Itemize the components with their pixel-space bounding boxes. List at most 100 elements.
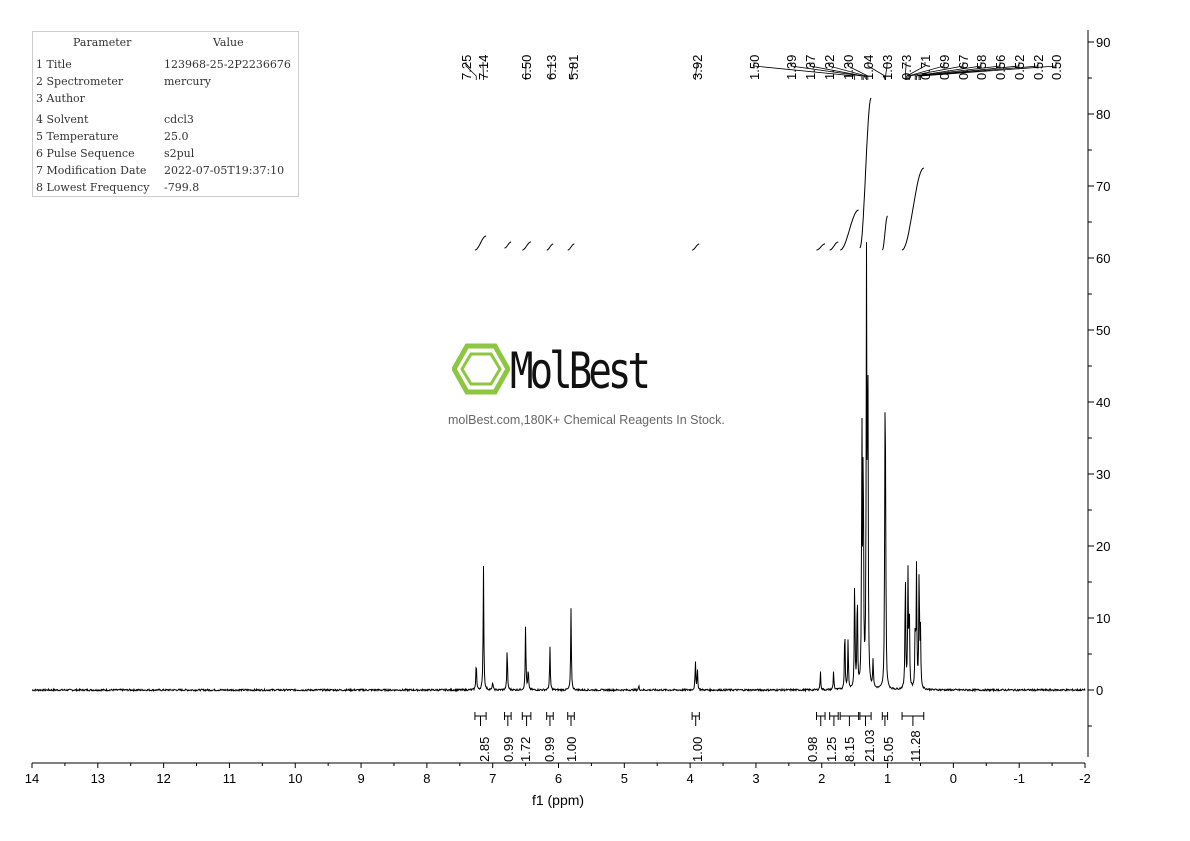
x-tick-label: 10	[288, 771, 302, 786]
y-tick-label: 80	[1096, 107, 1110, 122]
integral-curve	[474, 235, 487, 251]
peak-label-leader	[465, 62, 477, 80]
y-tick-label: 20	[1096, 539, 1110, 554]
y-tick-label: 30	[1096, 467, 1110, 482]
parameter-value: 25.0	[164, 130, 189, 143]
integral-curve	[522, 241, 531, 251]
integral-curve	[882, 215, 888, 251]
peak-label: 7.14	[476, 55, 491, 80]
parameter-label: 3 Author	[36, 92, 85, 105]
peak-label-leader	[753, 62, 856, 80]
parameter-value: cdcl3	[164, 113, 194, 126]
peak-label: 6.50	[519, 55, 534, 80]
integral-value: 0.98	[805, 737, 820, 762]
x-tick-label: 13	[91, 771, 105, 786]
peak-label-leader	[914, 62, 982, 80]
value-header: Value	[213, 36, 244, 49]
parameter-value: 123968-25-2P2236676	[164, 58, 291, 71]
peak-label-leader	[920, 62, 1057, 80]
parameter-label: 6 Pulse Sequence	[36, 147, 135, 160]
integral-value: 21.03	[862, 729, 877, 762]
integral-value: 1.72	[518, 737, 533, 762]
integral-curve	[859, 97, 872, 249]
x-tick-label: 9	[357, 771, 364, 786]
integral-value: 1.00	[564, 737, 579, 762]
x-tick-label: 14	[25, 771, 39, 786]
parameter-value: -799.8	[164, 181, 200, 194]
integral-curve	[504, 241, 512, 249]
peak-label: 1.39	[784, 55, 799, 80]
peak-label-leader	[904, 62, 907, 80]
x-tick-label: 3	[752, 771, 759, 786]
parameter-label: 8 Lowest Frequency	[36, 181, 150, 194]
parameter-label: 2 Spectrometer	[36, 75, 124, 88]
peak-label-leader	[918, 62, 1039, 80]
y-tick-label: 50	[1096, 323, 1110, 338]
y-tick-label: 0	[1096, 683, 1103, 698]
integral-value: 0.99	[542, 737, 557, 762]
y-tick-label: 60	[1096, 251, 1110, 266]
integral-curve	[816, 243, 825, 251]
x-tick-label: -2	[1079, 771, 1091, 786]
watermark-tagline: molBest.com,180K+ Chemical Reagents In S…	[448, 413, 725, 427]
peak-label: 1.50	[747, 55, 762, 80]
peak-label-leader	[828, 62, 867, 80]
peak-labels: 7.25 7.14 6.50 6.13 5.81 3.92 1.50 1.39 1.37 1.32…	[459, 55, 1064, 80]
peak-label: 1.30	[841, 55, 856, 80]
peak-label: 0.50	[1049, 55, 1064, 80]
integral-curve	[901, 167, 925, 251]
parameter-header: Parameter	[73, 36, 132, 49]
integral-curve	[546, 243, 554, 251]
y-tick-label: 70	[1096, 179, 1110, 194]
watermark-brand: MolBest	[510, 342, 651, 400]
x-tick-label: 6	[555, 771, 562, 786]
x-tick-label: 1	[884, 771, 891, 786]
x-axis-label: f1 (ppm)	[532, 792, 584, 808]
peak-label: 3.92	[690, 55, 705, 80]
parameter-table: Parameter Value 1 Title 123968-25-2P22366…	[32, 31, 299, 197]
integral-value: 1.00	[690, 737, 705, 762]
parameter-label: 1 Title	[36, 58, 72, 71]
x-tick-label: 5	[621, 771, 628, 786]
molbest-logo-icon	[452, 343, 510, 395]
peak-label-leader	[694, 62, 698, 80]
axes: 14 13 12 11 10 9 8 7 6 5 4 3 2 1 0 -1 -20102030405060708…	[25, 30, 1110, 786]
parameter-value: s2pul	[164, 147, 195, 160]
peak-label: 7.25	[459, 55, 474, 80]
peak-label-leader	[916, 62, 1001, 80]
y-tick-label: 10	[1096, 611, 1110, 626]
x-tick-label: 7	[489, 771, 496, 786]
integral-curves: 2.85 0.99 1.72 0.99 1.00 1.00 0.98 1.25 8.15 21.0…	[474, 97, 925, 762]
integral-curve	[840, 209, 859, 251]
parameter-label: 7 Modification Date	[36, 164, 147, 177]
integral-curve	[692, 243, 700, 251]
peak-label: 0.58	[974, 55, 989, 80]
peak-label-leader	[908, 62, 964, 80]
x-tick-label: 8	[423, 771, 430, 786]
x-tick-label: 11	[223, 771, 237, 786]
peak-label: 0.56	[993, 55, 1008, 80]
integral-value: 8.15	[842, 737, 857, 762]
integral-curve	[829, 241, 839, 251]
parameter-label: 5 Temperature	[36, 130, 119, 143]
peak-label-leader	[549, 62, 552, 80]
peak-label-leader	[570, 62, 574, 80]
integral-value: 1.25	[824, 737, 839, 762]
peak-label-leader	[790, 62, 863, 80]
peak-label: 1.37	[803, 55, 818, 80]
x-tick-label: 2	[818, 771, 825, 786]
spectrum-line	[31, 242, 1086, 693]
peak-label-leader	[907, 62, 945, 80]
parameter-value: mercury	[164, 75, 211, 88]
peak-label-leader	[867, 62, 886, 80]
integral-value: 2.85	[477, 737, 492, 762]
integral-value: 0.99	[501, 737, 516, 762]
peak-label: 5.81	[566, 55, 581, 80]
peak-label: 1.32	[822, 55, 837, 80]
parameter-label: 4 Solvent	[36, 113, 89, 126]
peak-label-leader	[847, 62, 869, 80]
x-tick-label: -1	[1013, 771, 1025, 786]
y-tick-label: 40	[1096, 395, 1110, 410]
integral-curve	[567, 243, 575, 251]
